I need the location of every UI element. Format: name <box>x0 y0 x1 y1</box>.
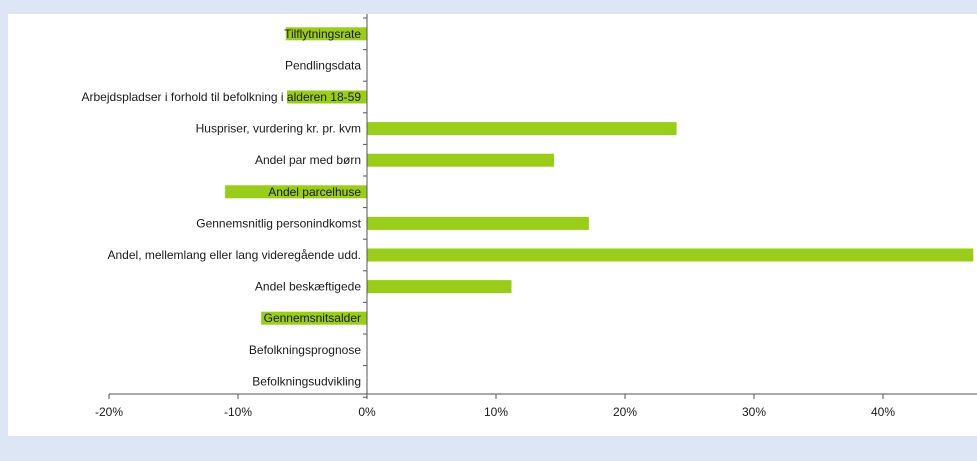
x-tick-label: 40% <box>871 405 895 419</box>
x-tick-label: 20% <box>613 405 637 419</box>
category-label: Huspriser, vurdering kr. pr. kvm <box>196 122 361 136</box>
category-label: Andel par med børn <box>255 153 361 167</box>
category-label: Tilflytningsrate <box>284 27 361 41</box>
bar-chart: Tilflytningsrate Pendlingsdata Arbejdsplad… <box>81 14 977 419</box>
bar-4 <box>367 122 677 136</box>
plot-area: Tilflytningsrate Pendlingsdata Arbejdsplad… <box>8 14 977 436</box>
category-labels: Tilflytningsrate Pendlingsdata Arbejdsplad… <box>81 27 361 389</box>
category-label: Befolkningsprognose <box>249 343 361 357</box>
x-tick-label: 30% <box>742 405 766 419</box>
x-tick-label: 10% <box>484 405 508 419</box>
bar-8 <box>367 248 974 262</box>
category-label: Gennemsnitlig personindkomst <box>196 216 361 230</box>
category-label: Andel beskæftigede <box>255 280 361 294</box>
x-tick-label: 0% <box>358 405 376 419</box>
bars-layer <box>225 27 974 325</box>
category-label: Arbejdspladser i forhold til befolkning … <box>81 90 361 104</box>
category-label: Andel, mellemlang eller lang videregåend… <box>108 248 362 262</box>
x-tick-label: -20% <box>95 405 123 419</box>
x-tick-label: -10% <box>224 405 252 419</box>
bar-3 <box>287 90 367 104</box>
bar-9 <box>367 280 512 294</box>
category-label: Andel parcelhuse <box>268 185 361 199</box>
bar-7 <box>367 216 589 230</box>
bar-1 <box>285 27 367 41</box>
bar-6 <box>225 185 367 199</box>
x-axis-ticks: -20% -10% 0% 10% 20% 30% 40% <box>95 394 895 419</box>
bar-5 <box>367 153 555 167</box>
axes <box>109 14 977 398</box>
category-label: Befolkningsudvikling <box>252 374 361 388</box>
category-label: Pendlingsdata <box>285 58 361 72</box>
category-label: Gennemsnitsalder <box>264 311 361 325</box>
bar-10 <box>261 311 367 325</box>
